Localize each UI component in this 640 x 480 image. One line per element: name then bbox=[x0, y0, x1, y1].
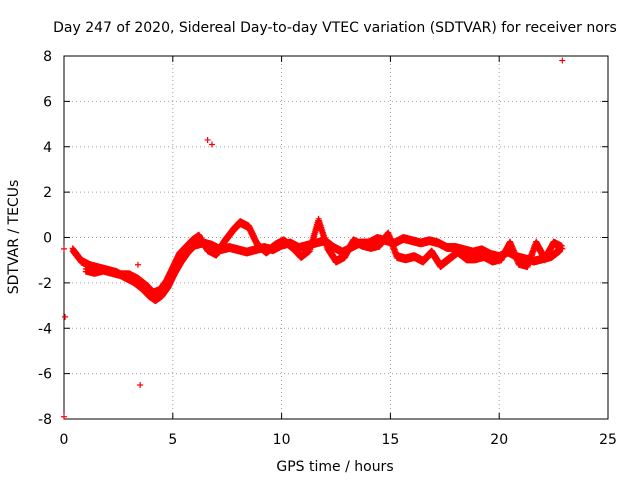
data-point bbox=[208, 141, 215, 148]
y-tick-label: 0 bbox=[43, 231, 52, 247]
y-tick-label: 2 bbox=[43, 185, 52, 201]
x-axis-label: GPS time / hours bbox=[276, 459, 393, 475]
series-outliers bbox=[61, 57, 566, 420]
data-point bbox=[204, 136, 211, 143]
data-point bbox=[559, 57, 566, 64]
y-tick-label: -2 bbox=[38, 276, 52, 292]
y-tick-label: 6 bbox=[43, 94, 52, 110]
y-tick-label: 8 bbox=[43, 49, 52, 65]
series-band-a bbox=[69, 234, 564, 305]
data-point bbox=[62, 313, 69, 320]
data-point bbox=[61, 245, 67, 252]
x-tick-labels: 0 5 10 15 20 25 bbox=[60, 432, 617, 448]
y-axis-label: SDTVAR / TECUs bbox=[6, 180, 22, 295]
data-point bbox=[137, 381, 144, 388]
series-band-b bbox=[82, 215, 566, 298]
x-tick-label: 15 bbox=[381, 432, 399, 448]
x-tick-label: 20 bbox=[490, 432, 508, 448]
y-tick-labels: -8 -6 -4 -2 0 2 4 6 8 bbox=[38, 49, 52, 428]
x-tick-label: 5 bbox=[168, 432, 177, 448]
x-tick-label: 10 bbox=[273, 432, 291, 448]
y-tick-label: -8 bbox=[38, 412, 52, 428]
x-tick-label: 25 bbox=[599, 432, 617, 448]
y-tick-label: -4 bbox=[38, 321, 52, 337]
grid bbox=[64, 56, 608, 419]
data-point bbox=[559, 245, 566, 252]
y-tick-label: 4 bbox=[43, 140, 52, 156]
data-point bbox=[134, 261, 141, 268]
data-point bbox=[61, 413, 67, 420]
x-tick-label: 0 bbox=[60, 432, 69, 448]
chart-title: Day 247 of 2020, Sidereal Day-to-day VTE… bbox=[53, 20, 617, 36]
data-points bbox=[61, 57, 566, 420]
y-tick-label: -6 bbox=[38, 367, 52, 383]
